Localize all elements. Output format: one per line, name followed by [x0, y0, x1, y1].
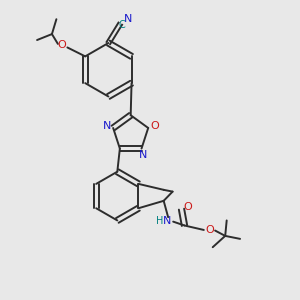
Text: O: O	[150, 121, 159, 130]
Text: H: H	[156, 216, 164, 226]
Text: N: N	[163, 216, 171, 226]
Text: O: O	[58, 40, 66, 50]
Text: O: O	[206, 225, 214, 235]
Text: O: O	[183, 202, 192, 212]
Text: N: N	[139, 150, 147, 160]
Text: N: N	[102, 121, 111, 130]
Text: N: N	[124, 14, 133, 24]
Text: C: C	[118, 20, 125, 30]
